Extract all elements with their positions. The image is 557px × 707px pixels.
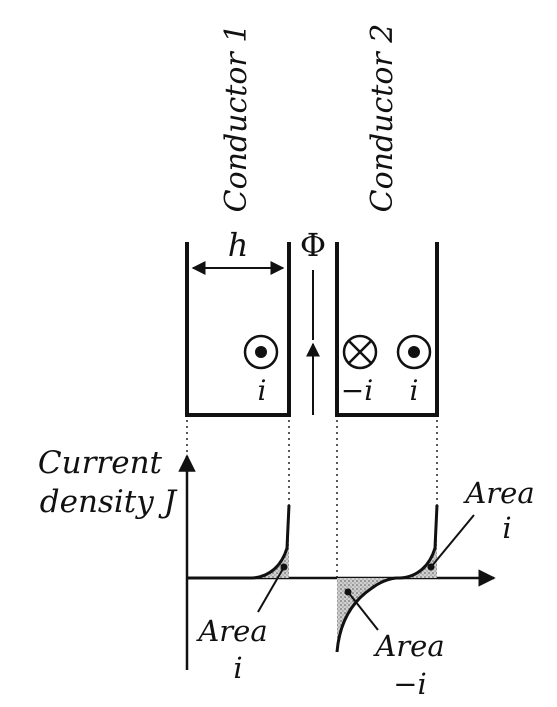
area-label-word: Area [462, 476, 534, 510]
conductor-2-inner-current-label: −i [341, 374, 373, 407]
y-axis-label-line-1: Current [38, 445, 163, 481]
area-leader-line [430, 514, 475, 568]
area-label-word: Area [195, 614, 267, 648]
conductor-2-outer-current-label: i [410, 374, 419, 407]
area-region-conductor-2-outer [400, 505, 437, 578]
h-dimension-label: h [228, 226, 249, 264]
current-into-page-icon [342, 334, 378, 370]
current-out-of-page-icon [243, 334, 279, 370]
conductor-1-label: Conductor 1 [219, 24, 254, 213]
area-label-value: −i [393, 667, 427, 701]
area-label-value: i [502, 511, 511, 545]
conductor-2-label: Conductor 2 [365, 24, 400, 213]
conductor-1-outline [185, 242, 291, 417]
area-region-conductor-1 [252, 505, 289, 578]
area-label-value: i [233, 651, 242, 685]
area-leader-line [347, 591, 379, 631]
current-density-curve-conductor-2-inner [335, 576, 397, 653]
area-label-word: Area [372, 629, 444, 663]
conductor-1-current-label: i [258, 374, 267, 407]
y-axis-label-line-2: density J [40, 484, 178, 520]
area-leader-line [257, 566, 285, 613]
current-density-curve-conductor-2-outer [396, 504, 439, 580]
conductor-2-outline [335, 242, 439, 417]
current-density-curve-conductor-1 [187, 504, 291, 580]
current-out-of-page-icon [396, 334, 432, 370]
flux-label: Φ [300, 226, 326, 264]
